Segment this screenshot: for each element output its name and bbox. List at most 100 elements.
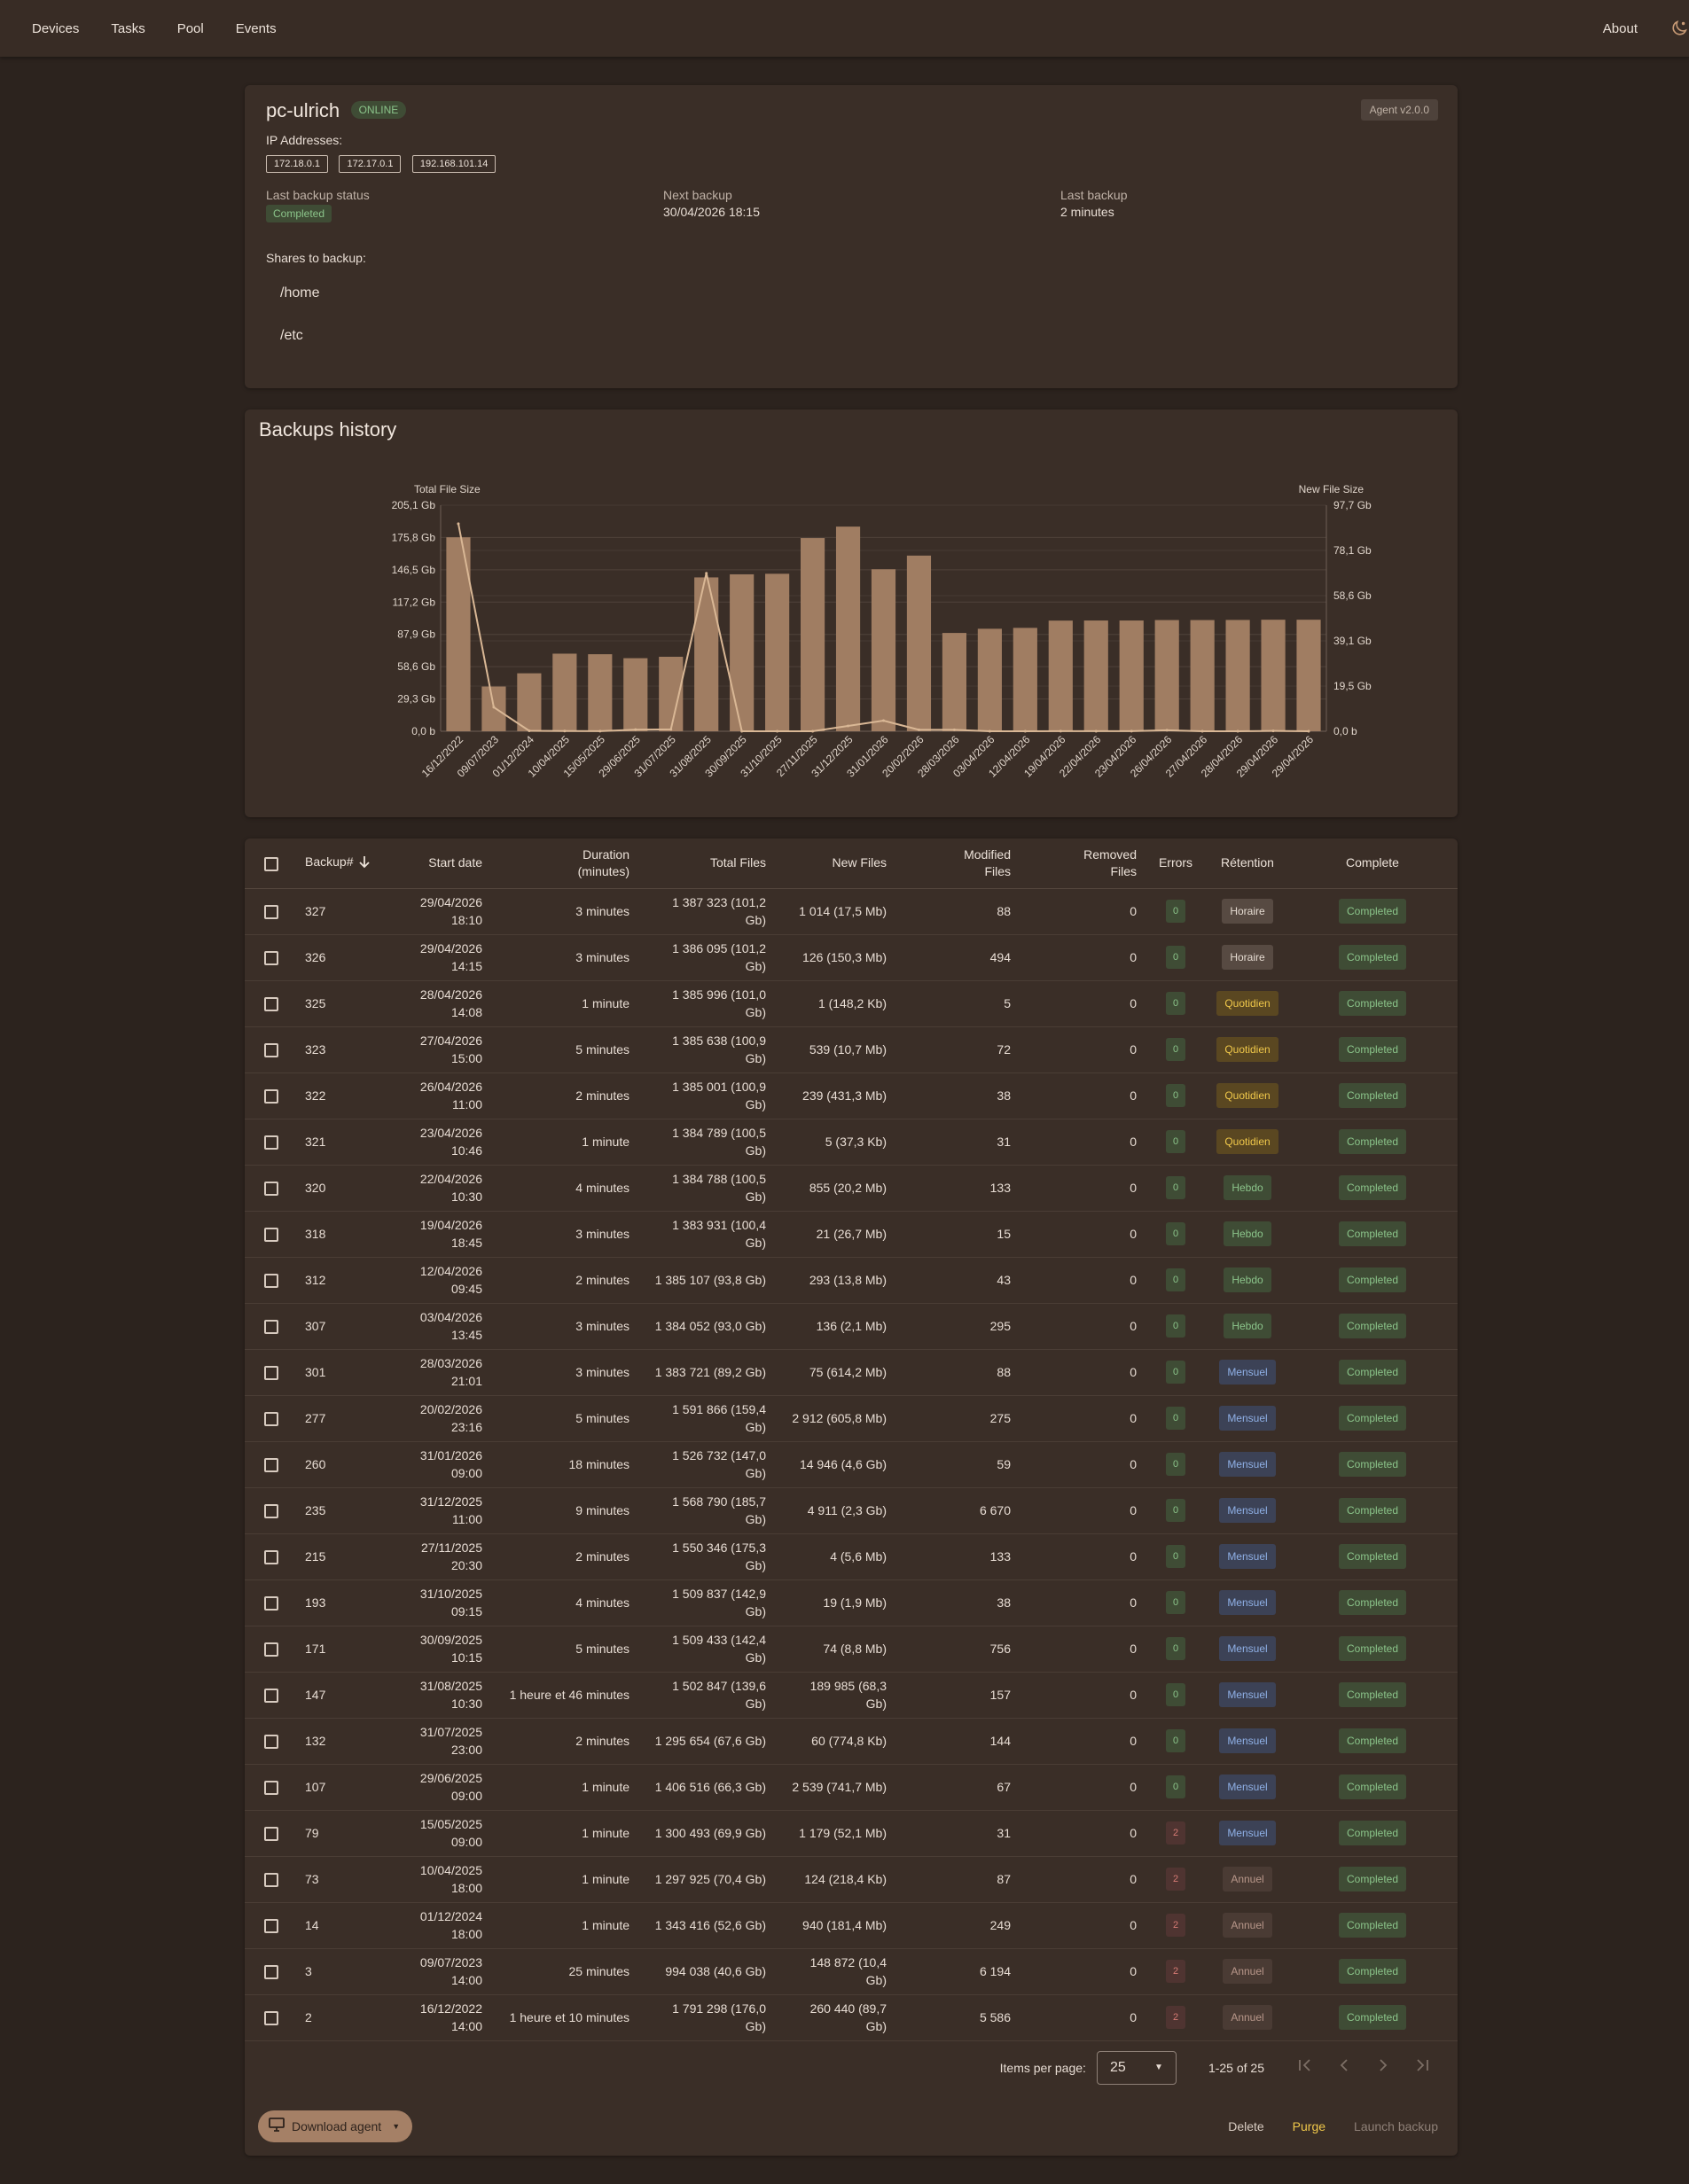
row-checkbox[interactable] <box>245 1810 298 1857</box>
start-date-day: 28/04/2026 <box>419 987 482 1002</box>
table-row[interactable]: 14 01/12/2024 18:00 1 minute 1 343 416 (52,6… <box>245 1902 1458 1949</box>
retention-badge: Quotidien <box>1216 1129 1278 1154</box>
col-start-date[interactable]: Start date <box>387 838 489 889</box>
table-row[interactable]: 3 09/07/2023 14:00 25 minutes 994 038 (40,6 … <box>245 1948 1458 1995</box>
row-checkbox[interactable] <box>245 1948 298 1995</box>
row-checkbox[interactable] <box>245 1395 298 1442</box>
download-agent-button[interactable]: Download agent ▼ <box>258 2110 413 2142</box>
table-row[interactable]: 322 26/04/2026 11:00 2 minutes 1 385 001 (10… <box>245 1072 1458 1119</box>
col-backup[interactable]: Backup# <box>298 838 387 889</box>
col-retention[interactable]: Rétention <box>1208 838 1287 889</box>
col-complete[interactable]: Complete <box>1287 838 1458 889</box>
removed-files: 0 <box>1018 888 1144 935</box>
table-row[interactable]: 307 03/04/2026 13:45 3 minutes 1 384 052 (93… <box>245 1303 1458 1350</box>
table-row[interactable]: 2 16/12/2022 14:00 1 heure et 10 minutes 1 7… <box>245 1994 1458 2041</box>
row-checkbox[interactable] <box>245 1257 298 1304</box>
online-status-badge: ONLINE <box>350 101 407 119</box>
row-checkbox[interactable] <box>245 1349 298 1396</box>
row-checkbox[interactable] <box>245 1211 298 1258</box>
table-row[interactable]: 193 31/10/2025 09:15 4 minutes 1 509 837 (14… <box>245 1580 1458 1626</box>
table-row[interactable]: 301 28/03/2026 21:01 3 minutes 1 383 721 (89… <box>245 1349 1458 1396</box>
row-checkbox[interactable] <box>245 1902 298 1949</box>
row-checkbox[interactable] <box>245 1303 298 1350</box>
table-row[interactable]: 323 27/04/2026 15:00 5 minutes 1 385 638 (10… <box>245 1026 1458 1073</box>
row-checkbox[interactable] <box>245 1580 298 1626</box>
table-row[interactable]: 325 28/04/2026 14:08 1 minute 1 385 996 (101… <box>245 980 1458 1027</box>
row-checkbox[interactable] <box>245 1672 298 1719</box>
first-page-icon[interactable] <box>1286 2059 1325 2076</box>
delete-button[interactable]: Delete <box>1228 2118 1264 2133</box>
row-checkbox[interactable] <box>245 1718 298 1765</box>
col-modified-files[interactable]: Modified Files <box>894 838 1018 889</box>
retention-cell: Hebdo <box>1208 1257 1287 1304</box>
table-row[interactable]: 235 31/12/2025 11:00 9 minutes 1 568 790 (18… <box>245 1487 1458 1534</box>
row-checkbox[interactable] <box>245 888 298 935</box>
nav-pool[interactable]: Pool <box>176 20 204 36</box>
nav-events[interactable]: Events <box>235 20 277 36</box>
table-row[interactable]: 147 31/08/2025 10:30 1 heure et 46 minutes 1… <box>245 1672 1458 1719</box>
col-errors[interactable]: Errors <box>1144 838 1208 889</box>
retention-cell: Quotidien <box>1208 1119 1287 1166</box>
table-row[interactable]: 171 30/09/2025 10:15 5 minutes 1 509 433 (14… <box>245 1626 1458 1673</box>
start-date: 20/02/2026 23:16 <box>387 1395 489 1442</box>
table-row[interactable]: 277 20/02/2026 23:16 5 minutes 1 591 866 (15… <box>245 1395 1458 1442</box>
start-date: 27/04/2026 15:00 <box>387 1026 489 1073</box>
row-checkbox[interactable] <box>245 1119 298 1166</box>
previous-page-icon[interactable] <box>1325 2059 1364 2076</box>
errors-badge: 0 <box>1165 1268 1186 1291</box>
retention-badge: Mensuel <box>1219 1728 1276 1753</box>
theme-toggle-icon[interactable] <box>1654 11 1689 46</box>
table-row[interactable]: 260 31/01/2026 09:00 18 minutes 1 526 732 (1… <box>245 1441 1458 1488</box>
total-files: 1 385 996 (101,0 Gb) <box>637 980 773 1027</box>
row-checkbox[interactable] <box>245 1994 298 2041</box>
table-row[interactable]: 312 12/04/2026 09:45 2 minutes 1 385 107 (93… <box>245 1257 1458 1304</box>
chart-bar <box>906 555 932 731</box>
shares-label: Shares to backup: <box>266 251 366 265</box>
start-date-day: 27/11/2025 <box>420 1540 482 1555</box>
row-checkbox[interactable] <box>245 1026 298 1073</box>
row-checkbox[interactable] <box>245 934 298 981</box>
table-row[interactable]: 73 10/04/2025 18:00 1 minute 1 297 925 (70,4… <box>245 1856 1458 1903</box>
col-new-files[interactable]: New Files <box>773 838 894 889</box>
row-checkbox[interactable] <box>245 980 298 1027</box>
row-checkbox[interactable] <box>245 1165 298 1212</box>
table-row[interactable]: 132 31/07/2025 23:00 2 minutes 1 295 654 (67… <box>245 1718 1458 1765</box>
errors-cell: 0 <box>1144 1718 1208 1765</box>
row-checkbox[interactable] <box>245 1441 298 1488</box>
complete-cell: Completed <box>1287 1165 1458 1212</box>
new-line: 2 912 (605,8 Mb) <box>792 1411 887 1425</box>
complete-badge: Completed <box>1338 1498 1407 1523</box>
table-row[interactable]: 215 27/11/2025 20:30 2 minutes 1 550 346 (17… <box>245 1533 1458 1580</box>
table-row[interactable]: 107 29/06/2025 09:00 1 minute 1 406 516 (66,… <box>245 1764 1458 1811</box>
row-checkbox[interactable] <box>245 1487 298 1534</box>
purge-button[interactable]: Purge <box>1292 2118 1326 2133</box>
col-total-files[interactable]: Total Files <box>637 838 773 889</box>
total-line: 1 383 721 (89,2 Gb) <box>654 1365 766 1379</box>
table-row[interactable]: 321 23/04/2026 10:46 1 minute 1 384 789 (100… <box>245 1119 1458 1166</box>
row-checkbox[interactable] <box>245 1764 298 1811</box>
launch-backup-button[interactable]: Launch backup <box>1354 2118 1438 2133</box>
next-page-icon[interactable] <box>1364 2059 1403 2076</box>
col-duration[interactable]: Duration (minutes) <box>489 838 637 889</box>
row-checkbox[interactable] <box>245 1856 298 1903</box>
table-row[interactable]: 318 19/04/2026 18:45 3 minutes 1 383 931 (10… <box>245 1211 1458 1258</box>
table-row[interactable]: 327 29/04/2026 18:10 3 minutes 1 387 323 (10… <box>245 888 1458 935</box>
sort-arrow-down-icon[interactable] <box>358 855 371 873</box>
nav-tasks[interactable]: Tasks <box>111 20 145 36</box>
nav-about[interactable]: About <box>1602 20 1638 36</box>
row-checkbox[interactable] <box>245 1072 298 1119</box>
total-line: 1 550 346 (175,3 <box>672 1540 766 1555</box>
table-row[interactable]: 326 29/04/2026 14:15 3 minutes 1 386 095 (10… <box>245 934 1458 981</box>
duration: 1 minute <box>489 1856 637 1903</box>
col-removed-files[interactable]: Removed Files <box>1018 838 1144 889</box>
select-all-checkbox[interactable] <box>245 838 298 889</box>
items-per-page-select[interactable]: 25 ▼ <box>1096 2050 1177 2085</box>
complete-badge: Completed <box>1338 1728 1407 1753</box>
table-row[interactable]: 320 22/04/2026 10:30 4 minutes 1 384 788 (10… <box>245 1165 1458 1212</box>
chart-bar <box>481 686 506 731</box>
table-row[interactable]: 79 15/05/2025 09:00 1 minute 1 300 493 (69,9… <box>245 1810 1458 1857</box>
nav-devices[interactable]: Devices <box>32 20 80 36</box>
row-checkbox[interactable] <box>245 1626 298 1673</box>
row-checkbox[interactable] <box>245 1533 298 1580</box>
last-page-icon[interactable] <box>1403 2059 1442 2076</box>
